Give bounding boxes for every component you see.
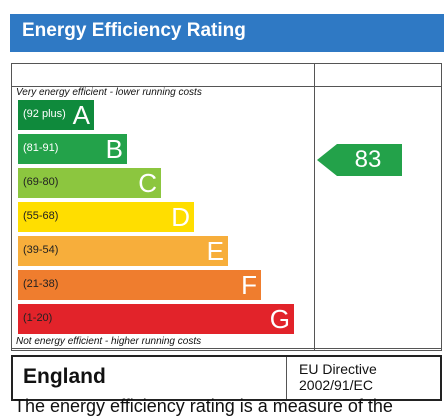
band-letter: D bbox=[171, 202, 190, 232]
band-e: (39-54) E bbox=[18, 236, 228, 266]
band-letter: G bbox=[269, 304, 290, 334]
band-a: (92 plus) A bbox=[18, 100, 94, 130]
rating-chart: Very energy efficient - lower running co… bbox=[11, 63, 442, 351]
page-title: Energy Efficiency Rating bbox=[22, 20, 246, 41]
footer-divider bbox=[12, 348, 441, 349]
band-d: (55-68) D bbox=[18, 202, 194, 232]
band-letter: B bbox=[105, 134, 123, 164]
band-c: (69-80) C bbox=[18, 168, 161, 198]
footer: England EU Directive 2002/91/EC bbox=[11, 355, 442, 401]
band-letter: E bbox=[206, 236, 224, 266]
band-letter: F bbox=[241, 270, 257, 300]
cut-off-text: The energy efficiency rating is a measur… bbox=[14, 396, 393, 416]
band-f: (21-38) F bbox=[18, 270, 261, 300]
band-range: (21-38) bbox=[23, 278, 59, 290]
band-range: (1-20) bbox=[23, 312, 53, 324]
column-divider bbox=[314, 64, 315, 350]
caption-efficient: Very energy efficient - lower running co… bbox=[16, 87, 202, 98]
header-divider bbox=[12, 86, 441, 87]
footer-column-divider bbox=[286, 357, 287, 399]
current-rating-value: 83 bbox=[354, 146, 382, 173]
rating-arrow-shape bbox=[317, 144, 402, 176]
caption-inefficient: Not energy efficient - higher running co… bbox=[16, 336, 202, 347]
directive-line-1: EU Directive bbox=[299, 361, 377, 377]
country-label: England bbox=[23, 365, 106, 388]
band-range: (55-68) bbox=[23, 210, 59, 222]
band-g: (1-20) G bbox=[18, 304, 294, 334]
band-letter: C bbox=[138, 168, 157, 198]
band-letter: A bbox=[72, 100, 90, 130]
current-rating-arrow: 83 bbox=[317, 144, 402, 176]
directive-label: EU Directive 2002/91/EC bbox=[299, 361, 377, 393]
band-range: (69-80) bbox=[23, 176, 59, 188]
title-bar: Energy Efficiency Rating bbox=[10, 14, 444, 52]
band-range: (81-91) bbox=[23, 142, 59, 154]
band-range: (92 plus) bbox=[23, 108, 66, 120]
band-range: (39-54) bbox=[23, 244, 59, 256]
directive-line-2: 2002/91/EC bbox=[299, 377, 373, 393]
band-b: (81-91) B bbox=[18, 134, 127, 164]
